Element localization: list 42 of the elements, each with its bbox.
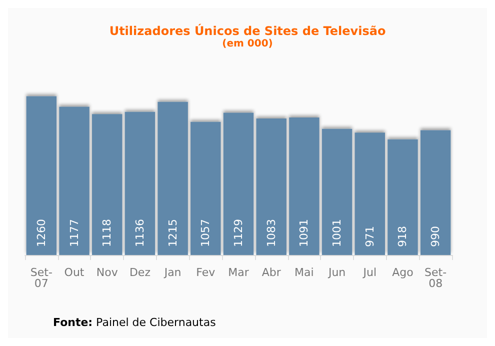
bar	[289, 118, 320, 255]
bar	[26, 96, 57, 255]
x-tick-label: Abr	[262, 266, 282, 279]
source-note: Fonte: Painel de Cibernautas	[53, 316, 216, 329]
bar	[158, 102, 188, 255]
data-label: 1057	[199, 219, 212, 247]
x-tick-label: Mai	[294, 266, 314, 279]
data-label: 918	[396, 226, 410, 247]
bar	[388, 139, 418, 255]
x-tick-label: Set-08	[424, 266, 447, 290]
x-tick-label: Set-07	[30, 266, 52, 290]
bar	[256, 118, 286, 255]
data-label: 990	[429, 226, 442, 247]
chart-subtitle: (em 000)	[222, 38, 273, 50]
data-label: 1177	[68, 219, 81, 247]
data-label: 1118	[100, 219, 114, 247]
data-label: 1083	[264, 219, 278, 247]
x-tick-label: Mar	[228, 266, 250, 279]
x-tick-label: Ago	[392, 266, 414, 279]
x-tick-label: Jun	[327, 266, 346, 279]
data-label: 1215	[166, 219, 180, 247]
chart-title: Utilizadores Únicos de Sites de Televisão	[109, 23, 386, 38]
data-label: 1260	[34, 219, 48, 247]
x-tick-label: Fev	[196, 266, 216, 279]
x-tick-label: Nov	[96, 266, 118, 279]
x-tick-label: Out	[64, 266, 85, 279]
bar	[223, 112, 254, 255]
data-label: 1091	[298, 219, 311, 247]
bar	[59, 106, 90, 255]
bar	[124, 112, 156, 255]
data-label: 1129	[232, 219, 245, 247]
x-tick-label: Jul	[362, 266, 377, 279]
x-tick-label: Dez	[129, 266, 151, 279]
bar	[420, 130, 451, 255]
bar	[92, 114, 122, 255]
bar	[354, 132, 385, 255]
data-label: 1136	[133, 219, 146, 247]
bar	[190, 122, 221, 255]
data-label: 971	[363, 226, 376, 247]
x-tick-label: Jan	[163, 266, 182, 279]
data-label: 1001	[330, 219, 344, 247]
bar	[322, 128, 352, 255]
